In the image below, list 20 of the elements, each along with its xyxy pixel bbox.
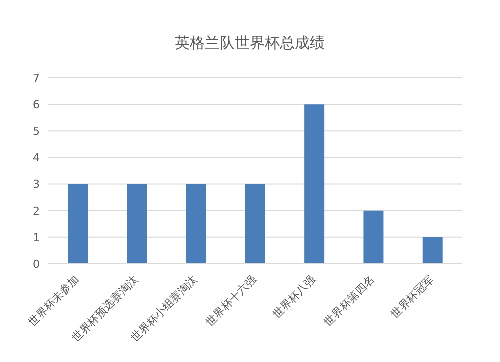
bar [245, 184, 266, 264]
y-tick-label: 1 [33, 231, 40, 244]
y-tick-label: 6 [33, 98, 40, 112]
bar [127, 184, 148, 264]
bar [422, 237, 443, 264]
y-tick-label: 3 [33, 178, 40, 192]
y-tick-label: 4 [33, 152, 40, 165]
y-tick-label: 2 [33, 204, 40, 218]
bar [364, 210, 384, 264]
x-tick-label: 世界杯第四名 [322, 273, 378, 329]
y-tick-label: 5 [33, 125, 40, 138]
x-tick-label: 世界杯冠军 [388, 273, 437, 322]
y-tick-label: 7 [33, 72, 40, 85]
bar [68, 184, 88, 264]
x-tick-label: 世界杯十六强 [203, 273, 260, 329]
chart-title: 英格兰队世界杯总成绩 [174, 33, 326, 54]
bar [304, 104, 325, 264]
bar [186, 184, 206, 264]
y-tick-label: 0 [33, 258, 40, 271]
x-tick-label: 世界杯八强 [270, 273, 318, 322]
